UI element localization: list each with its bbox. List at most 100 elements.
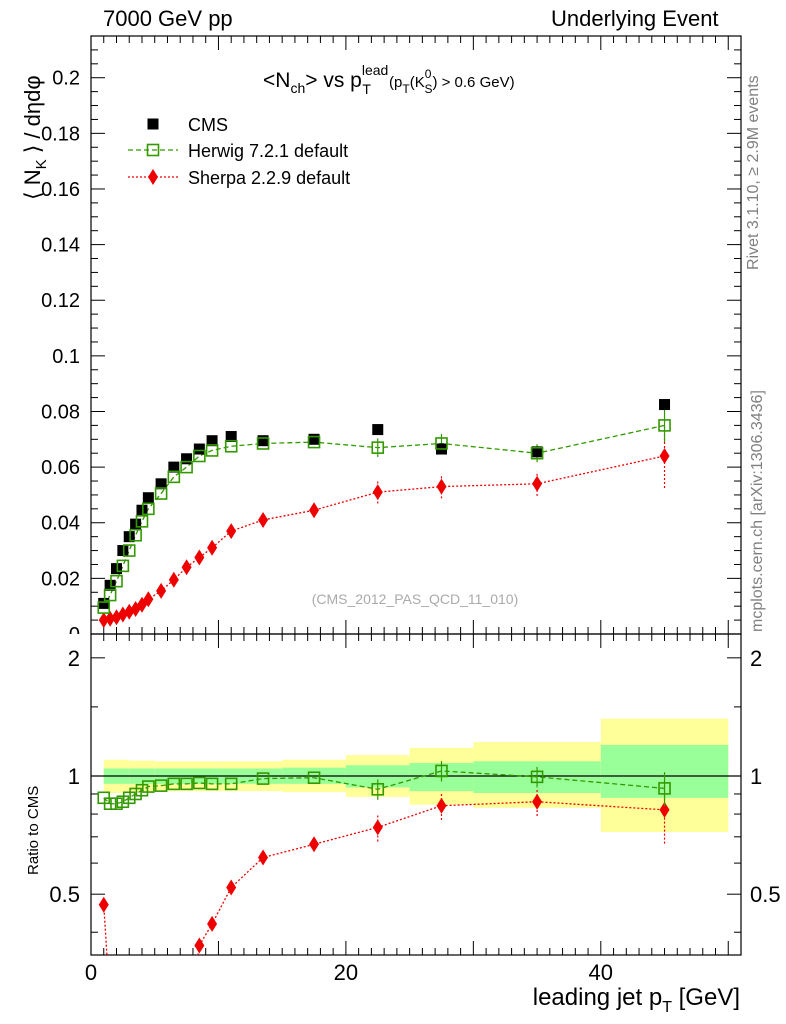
cms-point [531, 446, 543, 458]
y-tick-label: 0.14 [41, 235, 80, 257]
sherpa-point [659, 447, 670, 464]
herwig-ratio-point [371, 783, 385, 796]
ratio-y-tick-label-right: 1 [750, 764, 762, 789]
herwig-ratio-point [135, 783, 149, 797]
x-axis-label: leading jet pT [GeV] [533, 984, 740, 1016]
y-tick-label: 0.18 [41, 123, 80, 145]
herwig-ratio-point [103, 797, 117, 811]
y-tick-label: 0.16 [41, 179, 80, 201]
sherpa-ratio-point [532, 793, 543, 810]
herwig-ratio-point [193, 776, 206, 790]
legend-sherpa-label: Sherpa 2.2.9 default [188, 168, 350, 188]
cms-point [155, 478, 167, 490]
sherpa-point [309, 502, 320, 519]
cms-point [104, 579, 116, 591]
herwig-ratio-point [307, 771, 321, 785]
herwig-ratio-point [658, 782, 671, 795]
x-tick-label: 0 [85, 960, 97, 985]
cms-point [225, 431, 237, 443]
cms-point [659, 399, 671, 411]
sherpa-point [156, 582, 167, 599]
legend-herwig-marker [146, 143, 160, 157]
ratio-y-tick-label-right: 0.5 [750, 882, 781, 907]
sherpa-point [98, 612, 109, 629]
cms-point [110, 563, 122, 575]
herwig-point [110, 574, 123, 588]
analysis-watermark: (CMS_2012_PAS_QCD_11_010) [312, 591, 519, 607]
herwig-ratio-point [122, 791, 136, 805]
herwig-point [371, 441, 385, 454]
cms-point [142, 492, 154, 504]
y-tick-label: 0.08 [41, 401, 80, 423]
legend-herwig-label: Herwig 7.2.1 default [188, 141, 348, 161]
herwig-ratio-point [142, 780, 155, 793]
sherpa-point [194, 549, 205, 566]
ratio-series-group [97, 761, 671, 955]
herwig-point [256, 437, 270, 450]
herwig-point [154, 487, 168, 500]
sherpa-point [226, 523, 237, 540]
chart-title: <Nch> vs plead T (pT(K0 S) > 0.6 GeV) [263, 62, 515, 97]
sherpa-point [105, 610, 116, 627]
sherpa-ratio-point [309, 836, 320, 853]
y-tick-label: 0.04 [41, 513, 80, 535]
herwig-line [103, 424, 665, 608]
ratio-plot-frame [90, 633, 742, 956]
cms-point [117, 545, 129, 557]
sherpa-point [181, 559, 192, 576]
sherpa-ratio-point [194, 937, 205, 954]
sherpa-point [532, 475, 543, 492]
x-tick-label: 40 [589, 960, 613, 985]
ratio-y-axis-label: Ratio to CMS [25, 786, 42, 875]
sherpa-ratio-line [198, 801, 665, 946]
sherpa-point [258, 511, 269, 528]
y-tick-label: 0.12 [41, 290, 80, 312]
sherpa-ratio-point [98, 896, 109, 913]
sherpa-ratio-point [372, 819, 383, 836]
y-tick-label: 0 [69, 624, 80, 646]
herwig-ratio-point [167, 777, 181, 791]
mcplots-reference-label: mcplots.cern.ch [arXiv:1306.3436] [749, 390, 766, 632]
herwig-ratio-point [256, 772, 270, 785]
ratio-y-tick-label: 1 [68, 764, 80, 789]
sherpa-ratio-point [207, 915, 218, 932]
herwig-point [530, 446, 544, 460]
sherpa-point [372, 484, 383, 501]
cms-point [308, 433, 320, 445]
cms-point [193, 443, 205, 455]
cms-point [136, 504, 148, 516]
header-right: Underlying Event [551, 6, 719, 31]
cms-point [123, 531, 135, 543]
cms-point [372, 424, 384, 436]
y-tick-label: 0.2 [52, 68, 80, 90]
sherpa-ratio-point [226, 879, 237, 896]
herwig-point [435, 437, 448, 450]
herwig-ratio-point [180, 777, 193, 791]
herwig-ratio-point [154, 779, 168, 792]
herwig-point [129, 528, 142, 542]
herwig-point [307, 435, 321, 449]
herwig-ratio-point [435, 764, 448, 778]
herwig-ratio-point [530, 770, 544, 784]
legend-cms-label: CMS [188, 115, 228, 135]
sherpa-point [143, 591, 154, 608]
herwig-point [167, 470, 181, 484]
header-left: 7000 GeV pp [103, 6, 233, 31]
herwig-point [103, 588, 117, 602]
ratio-y-tick-label: 2 [68, 646, 80, 671]
cms-point [181, 453, 193, 465]
herwig-point [180, 460, 193, 474]
herwig-ratio-point [110, 797, 123, 811]
herwig-ratio-point [205, 777, 219, 791]
herwig-point [122, 544, 136, 557]
legend-sherpa-marker [148, 169, 158, 185]
herwig-ratio-point [116, 795, 130, 809]
herwig-ratio-point [129, 787, 142, 801]
cms-point [257, 435, 269, 447]
sherpa-ratio-point [659, 801, 670, 818]
rivet-version-label: Rivet 3.1.10, ≥ 2.9M events [745, 75, 762, 270]
herwig-point [658, 419, 671, 432]
herwig-point [135, 515, 149, 528]
sherpa-ratio-point [258, 849, 269, 866]
ratio-y-tick-label-right: 2 [750, 646, 762, 671]
